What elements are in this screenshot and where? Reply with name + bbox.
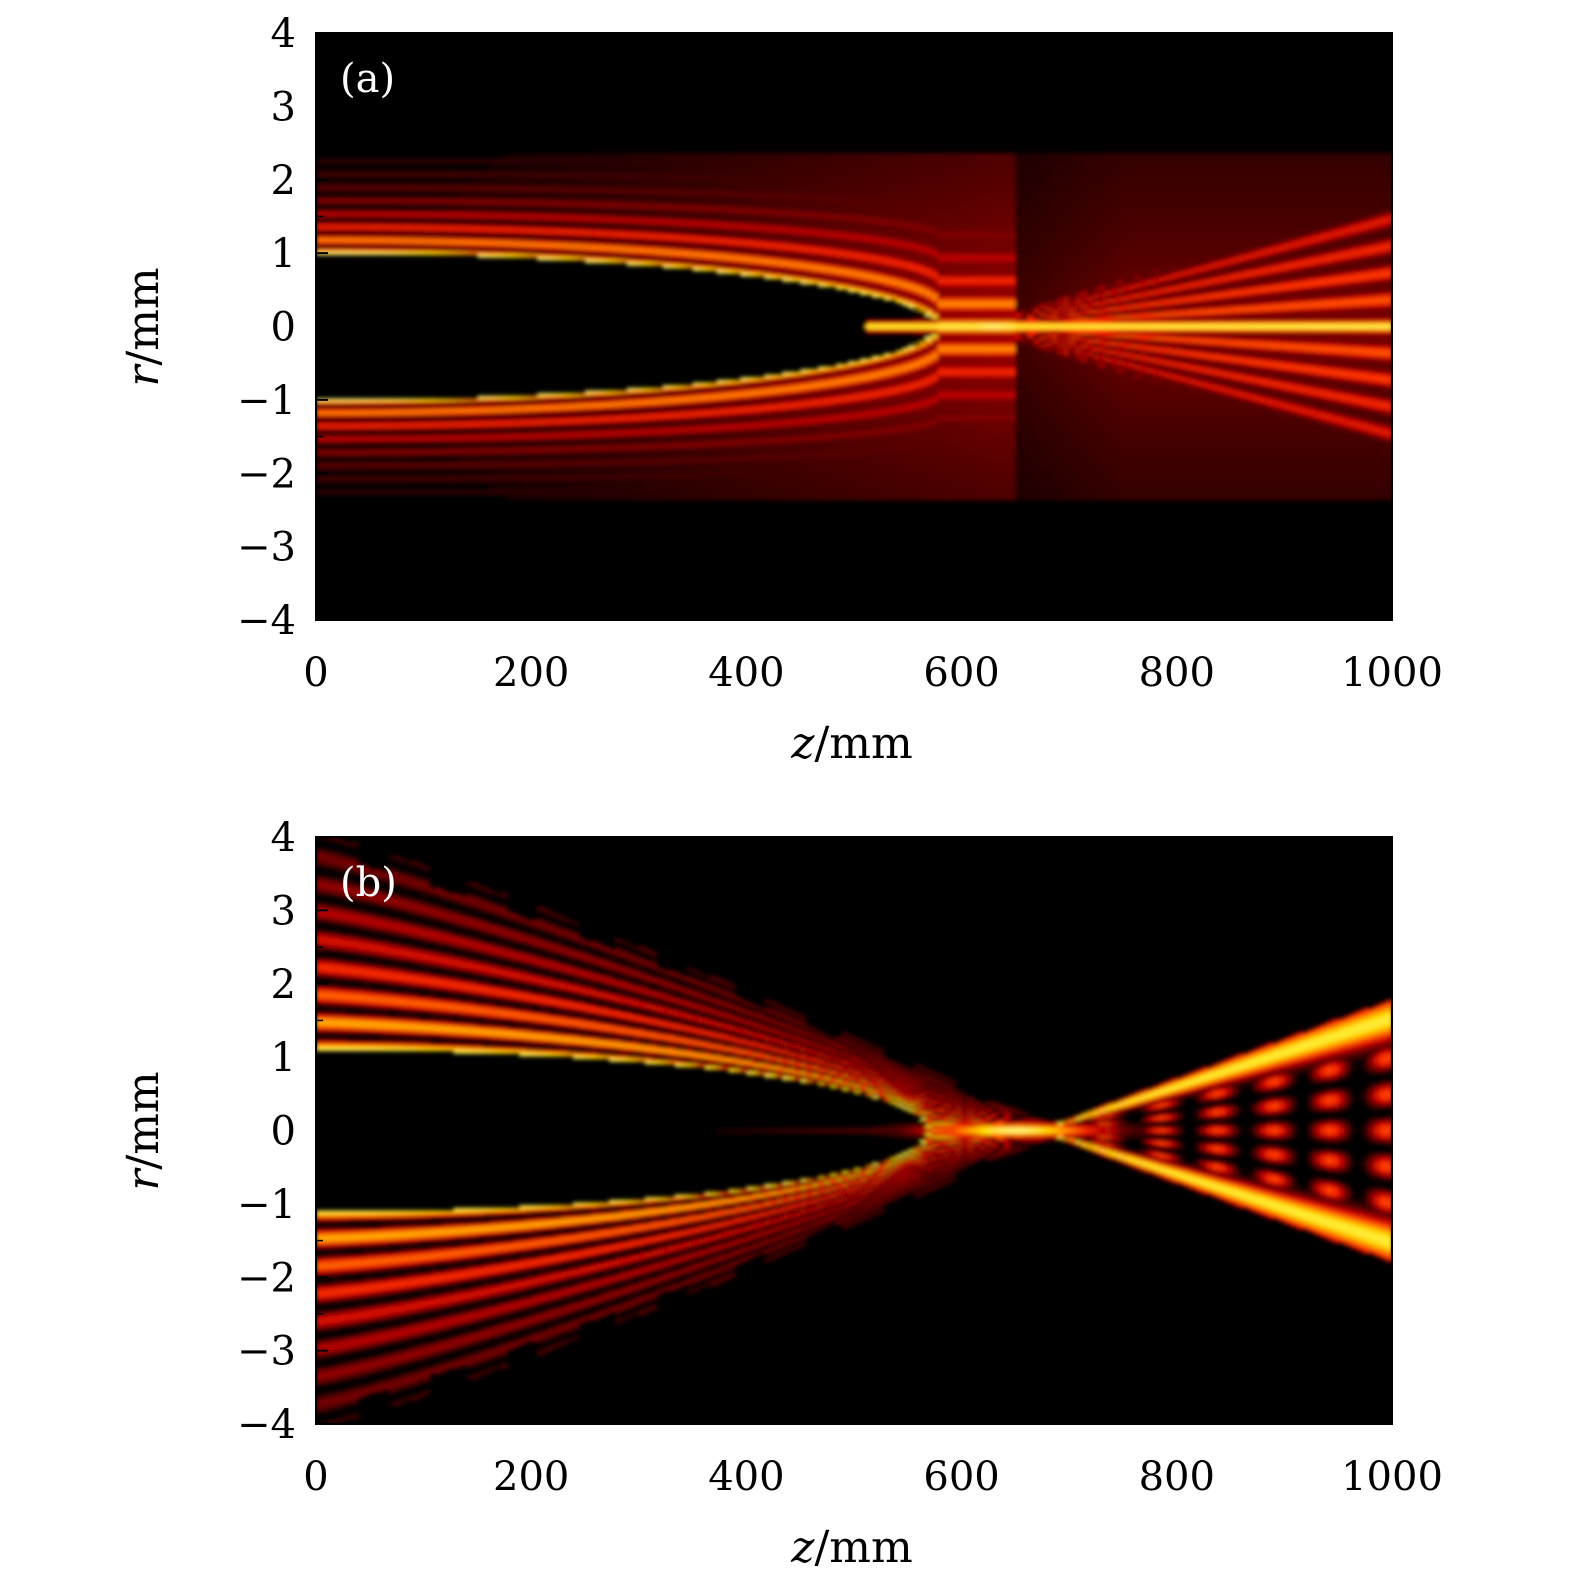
y-tick-label-b-6: −2 [237,1255,296,1301]
y-tick-label-a-3: 1 [271,231,296,277]
x-tick-label-a-5: 1000 [1341,650,1443,696]
x-axis-label-b: z/mm [790,1522,912,1573]
y-tick-label-b-3: 1 [271,1035,296,1081]
y-tick-label-b-2: 2 [271,962,296,1008]
y-axis-label-b: r/mm [118,1071,169,1190]
x-tick-label-b-4: 800 [1139,1454,1215,1500]
x-tick-label-b-1: 200 [493,1454,569,1500]
y-axis-label-a: r/mm [118,267,169,386]
x-tick-label-a-3: 600 [923,650,999,696]
y-tick-label-b-8: −4 [237,1402,296,1448]
y-tick-label-a-1: 3 [271,84,296,130]
y-tick-label-a-2: 2 [271,158,296,204]
y-tick-label-a-6: −2 [237,451,296,497]
x-tick-label-b-0: 0 [303,1454,328,1500]
y-tick-label-b-5: −1 [237,1182,296,1228]
x-tick-label-b-3: 600 [923,1454,999,1500]
y-tick-label-b-7: −3 [237,1329,296,1375]
x-tick-label-a-4: 800 [1139,650,1215,696]
x-tick-label-a-0: 0 [303,650,328,696]
panel-label-a: (a) [340,56,395,102]
y-tick-label-b-1: 3 [271,888,296,934]
y-tick-label-a-8: −4 [237,598,296,644]
y-tick-label-b-4: 0 [271,1109,296,1155]
y-tick-label-a-0: 4 [271,11,296,57]
y-tick-label-a-7: −3 [237,525,296,571]
x-tick-label-a-2: 400 [708,650,784,696]
y-tick-label-a-5: −1 [237,378,296,424]
panel-label-b: (b) [340,860,397,906]
x-tick-label-b-5: 1000 [1341,1454,1443,1500]
x-axis-label-a: z/mm [790,718,912,769]
x-tick-label-a-1: 200 [493,650,569,696]
x-tick-label-b-2: 400 [708,1454,784,1500]
y-tick-label-a-4: 0 [271,305,296,351]
y-tick-label-b-0: 4 [271,815,296,861]
